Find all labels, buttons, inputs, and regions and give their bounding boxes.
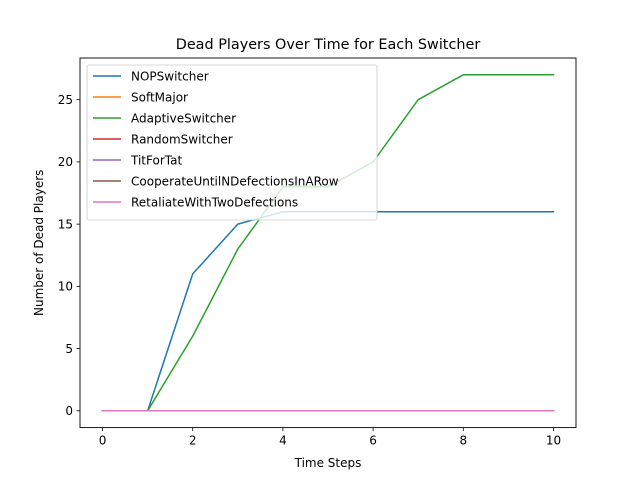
y-tick-label: 20: [58, 155, 73, 169]
legend-label: CooperateUntilNDefectionsInARow: [131, 174, 339, 188]
x-tick-label: 6: [369, 434, 377, 448]
x-axis-label: Time Steps: [294, 456, 362, 470]
legend-label: RandomSwitcher: [131, 132, 233, 146]
x-tick-label: 10: [546, 434, 561, 448]
legend-label: NOPSwitcher: [131, 69, 209, 83]
x-tick-label: 0: [99, 434, 107, 448]
legend-label: TitForTat: [130, 153, 182, 167]
y-tick-label: 25: [58, 93, 73, 107]
y-tick-label: 15: [58, 217, 73, 231]
x-tick-label: 2: [189, 434, 197, 448]
y-tick-label: 10: [58, 280, 73, 294]
x-tick-label: 8: [459, 434, 467, 448]
legend-label: SoftMajor: [131, 90, 188, 104]
legend-box: [86, 64, 378, 221]
chart-title: Dead Players Over Time for Each Switcher: [176, 37, 481, 53]
y-axis-label: Number of Dead Players: [32, 170, 46, 316]
legend-label: RetaliateWithTwoDefections: [131, 195, 298, 209]
y-tick-label: 5: [65, 342, 73, 356]
legend-label: AdaptiveSwitcher: [131, 111, 236, 125]
y-tick-label: 0: [65, 404, 73, 418]
x-tick-label: 4: [279, 434, 287, 448]
plot-frame: [79, 57, 577, 429]
legend: NOPSwitcher SoftMajor AdaptiveSwitcher Rand…: [86, 64, 378, 221]
y-axis: 0 5 10 15 20 25: [58, 93, 80, 418]
x-axis: 0 2 4 6 8 10: [99, 427, 561, 448]
